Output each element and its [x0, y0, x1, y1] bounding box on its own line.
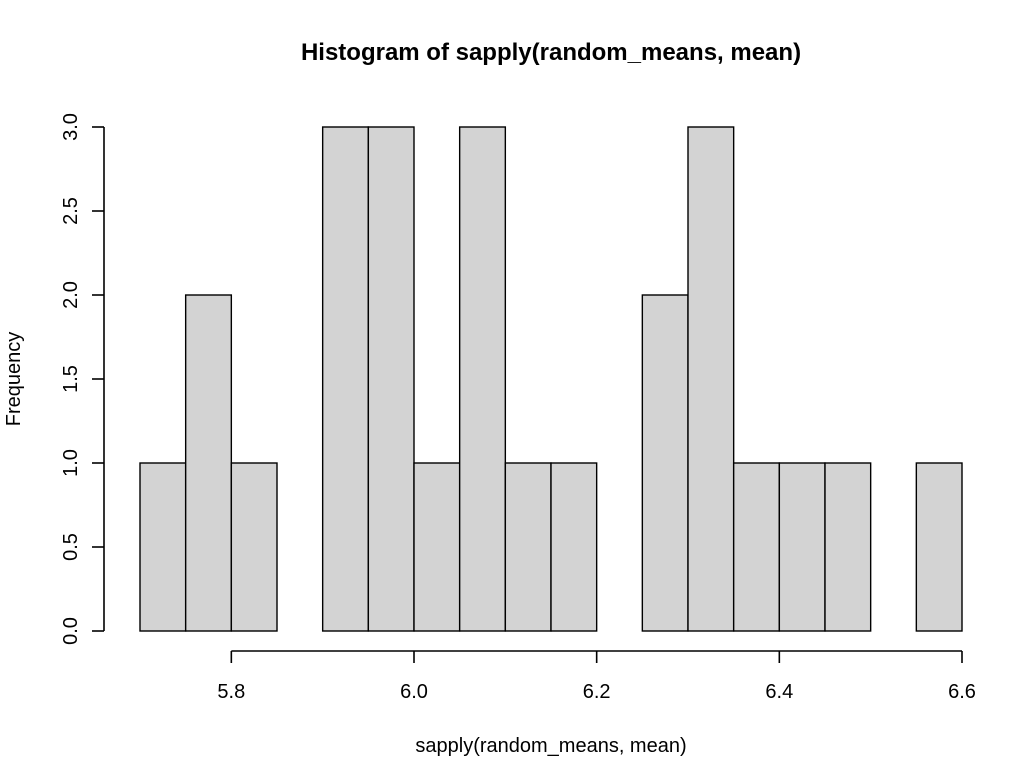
y-tick-label: 2.0	[60, 281, 82, 309]
x-tick-label: 5.8	[217, 681, 245, 703]
y-axis: 0.0 0.5 1.0 1.5 2.0 2.5 3.0	[60, 113, 105, 645]
histogram-bar	[915, 462, 963, 632]
histogram-bar	[732, 462, 781, 632]
y-tick-label: 2.5	[60, 197, 82, 225]
x-tick-label: 6.2	[583, 681, 611, 703]
histogram-bar	[824, 462, 872, 632]
x-tick-label: 6.6	[948, 681, 976, 703]
histogram-bar	[778, 462, 826, 632]
chart-title: Histogram of sapply(random_means, mean)	[301, 39, 801, 66]
histogram-bar	[504, 462, 552, 632]
y-tick-label: 1.5	[60, 365, 82, 393]
histogram-bar	[321, 126, 370, 632]
x-axis-label: sapply(random_means, mean)	[415, 735, 686, 757]
x-tick-label: 6.4	[765, 681, 793, 703]
histogram-bar	[641, 294, 689, 632]
y-tick-label: 0.0	[60, 617, 82, 645]
histogram-bar	[184, 294, 233, 632]
histogram-bar	[458, 126, 507, 632]
histogram-bar	[687, 126, 735, 632]
x-axis: 5.8 6.0 6.2 6.4 6.6	[217, 650, 976, 703]
y-tick-label: 1.0	[60, 449, 82, 477]
y-tick-label: 3.0	[60, 113, 82, 141]
histogram-bar	[550, 462, 598, 632]
y-tick-label: 0.5	[60, 533, 82, 561]
histogram-bar	[230, 462, 278, 632]
histogram-bar	[367, 126, 415, 632]
y-axis-label: Frequency	[3, 332, 25, 427]
x-tick-label: 6.0	[400, 681, 428, 703]
bars-group	[139, 126, 963, 632]
histogram-bar	[139, 462, 187, 632]
histogram-bar	[413, 462, 461, 632]
